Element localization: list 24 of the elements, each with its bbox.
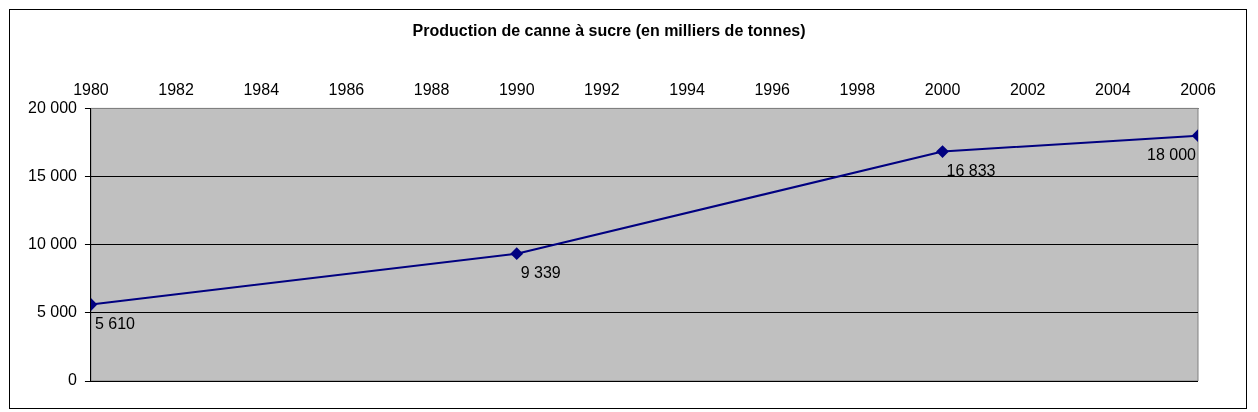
x-tick-label: 1990 bbox=[498, 81, 535, 99]
x-tick-label: 1986 bbox=[328, 81, 365, 99]
x-tick-label: 1992 bbox=[584, 81, 620, 99]
x-tick-label: 2004 bbox=[1095, 81, 1131, 99]
y-tick-label: 15 000 bbox=[28, 166, 78, 184]
data-label: 16 833 bbox=[946, 161, 996, 179]
x-tick-label: 1994 bbox=[669, 81, 705, 99]
x-tick-label: 1998 bbox=[839, 81, 876, 99]
y-tick-label: 20 000 bbox=[28, 98, 78, 116]
data-label: 18 000 bbox=[1147, 146, 1197, 164]
y-tick-label: 0 bbox=[68, 371, 78, 389]
x-tick-label: 1996 bbox=[754, 81, 791, 99]
x-tick-label: 1988 bbox=[413, 81, 450, 99]
x-tick-label: 2002 bbox=[1009, 81, 1046, 99]
x-tick-label: 1982 bbox=[158, 81, 194, 99]
x-tick-label: 2000 bbox=[924, 81, 961, 99]
y-tick-label: 10 000 bbox=[28, 235, 78, 253]
y-tick-label: 5 000 bbox=[36, 303, 78, 321]
x-tick-label: 1980 bbox=[73, 81, 109, 99]
data-label: 9 339 bbox=[520, 264, 561, 282]
data-label: 5 610 bbox=[94, 314, 136, 332]
x-tick-label: 1984 bbox=[243, 81, 280, 99]
x-tick-label: 2006 bbox=[1180, 81, 1216, 99]
chart-title: Production de canne à sucre (en milliers de tonnes) bbox=[412, 22, 806, 40]
